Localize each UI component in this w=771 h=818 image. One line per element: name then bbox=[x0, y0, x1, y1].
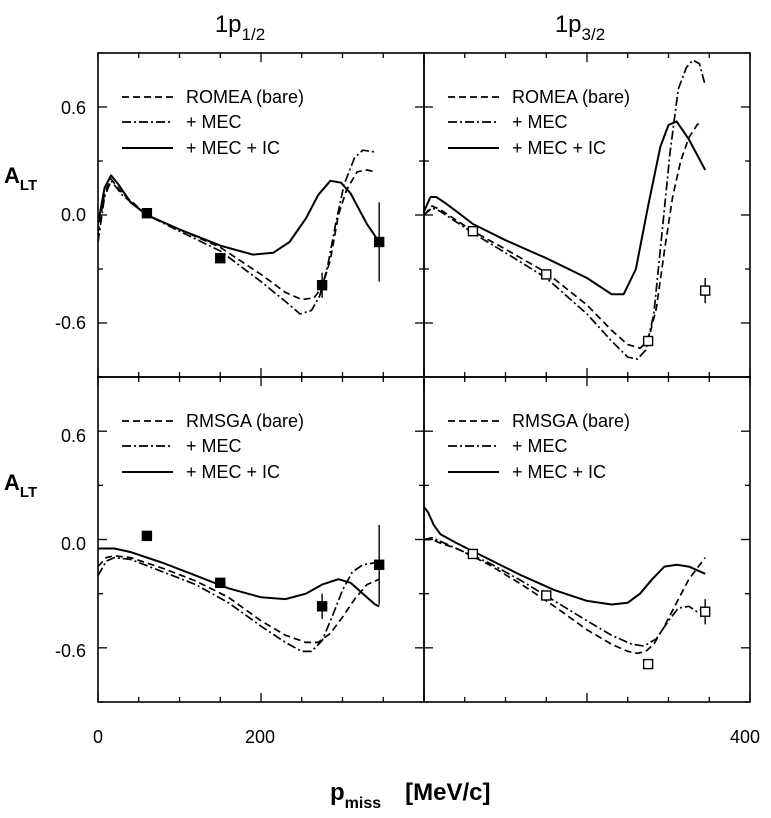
series-line-dashed bbox=[98, 554, 380, 644]
x-axis-label-sub: miss bbox=[345, 795, 382, 812]
legend-label: + MEC bbox=[186, 112, 242, 132]
curves bbox=[424, 59, 707, 360]
y-tick-label-bottom--0.6: -0.6 bbox=[55, 641, 86, 661]
series-line-dashed bbox=[424, 120, 702, 350]
x-axis-label-unit: [MeV/c] bbox=[405, 779, 490, 806]
data-point bbox=[699, 285, 711, 296]
data-point bbox=[215, 577, 226, 589]
y-tick-label-top--0.6: -0.6 bbox=[55, 313, 86, 333]
column-title-sub: 3/2 bbox=[582, 25, 606, 44]
y-axis-label-sub: LT bbox=[20, 484, 37, 501]
x-axis-label-main: p bbox=[330, 779, 345, 806]
y-axis-label-main: A bbox=[4, 470, 20, 495]
data-point bbox=[541, 590, 552, 601]
x-axis-label: pmiss [MeV/c] bbox=[330, 779, 491, 812]
x-tick-label-0: 0 bbox=[93, 727, 103, 747]
series-line-dashdot bbox=[424, 536, 706, 647]
legend-label: + MEC + IC bbox=[186, 462, 280, 482]
x-tick-label-200: 200 bbox=[245, 727, 275, 747]
panel-1p32-romea: ROMEA (bare) + MEC + MEC + IC bbox=[423, 52, 751, 378]
panel-1p12-rmsga: RMSGA (bare) + MEC + MEC + IC bbox=[97, 376, 425, 703]
data-point bbox=[316, 280, 328, 291]
curves bbox=[424, 506, 706, 655]
data-point bbox=[467, 548, 479, 560]
series-line-dashdot bbox=[98, 149, 376, 315]
column-title-main: 1p bbox=[215, 11, 242, 38]
data-point bbox=[642, 335, 654, 347]
y-tick-label-top-0.0: 0.0 bbox=[61, 205, 86, 225]
legend-label: ROMEA (bare) bbox=[186, 87, 304, 107]
legend-label: ROMEA (bare) bbox=[512, 87, 630, 107]
series-line-dashdot bbox=[98, 556, 380, 653]
y-tick-label-bottom-0.6: 0.6 bbox=[61, 426, 86, 446]
legend-label: + MEC + IC bbox=[512, 462, 606, 482]
legend-label: RMSGA (bare) bbox=[512, 411, 630, 431]
y-tick-label-top-0.6: 0.6 bbox=[61, 98, 86, 118]
x-tick-label-400: 400 bbox=[730, 727, 760, 747]
legend-label: + MEC bbox=[512, 436, 568, 456]
column-title-main: 1p bbox=[555, 11, 582, 38]
data-point bbox=[699, 606, 711, 617]
data-point bbox=[467, 225, 479, 237]
legend-label: + MEC bbox=[512, 112, 568, 132]
legend-label: + MEC bbox=[186, 436, 242, 456]
series-line-dashdot bbox=[424, 59, 707, 360]
y-axis-label-bottom: ALT bbox=[4, 470, 37, 501]
column-title-1p12: 1p1/2 bbox=[215, 11, 265, 44]
column-title-1p32: 1p3/2 bbox=[555, 11, 605, 44]
y-tick-label-bottom-0.0: 0.0 bbox=[61, 534, 86, 554]
data-point bbox=[215, 252, 226, 264]
legend-label: + MEC + IC bbox=[186, 138, 280, 158]
data-point bbox=[141, 530, 153, 542]
panel-1p12-romea: ROMEA (bare) + MEC + MEC + IC bbox=[97, 52, 425, 378]
curves bbox=[98, 547, 380, 653]
legend-label: + MEC + IC bbox=[512, 138, 606, 158]
data-point bbox=[141, 207, 153, 219]
panel-1p32-rmsga: RMSGA (bare) + MEC + MEC + IC bbox=[423, 376, 751, 703]
y-axis-label-main: A bbox=[4, 163, 20, 188]
data-point bbox=[373, 236, 385, 248]
data-point bbox=[316, 601, 328, 612]
series-line-solid bbox=[424, 120, 707, 296]
data-point bbox=[541, 269, 552, 280]
column-title-sub: 1/2 bbox=[242, 25, 266, 44]
y-axis-label-sub: LT bbox=[20, 177, 37, 194]
legend-label: RMSGA (bare) bbox=[186, 411, 304, 431]
series-line-dashed bbox=[424, 538, 706, 655]
data-point bbox=[642, 658, 654, 670]
series-line-dashed bbox=[98, 169, 376, 301]
series-line-solid bbox=[424, 506, 706, 606]
y-axis-label-top: ALT bbox=[4, 163, 37, 194]
series-line-solid bbox=[98, 547, 380, 608]
data-point bbox=[373, 559, 385, 570]
series-line-solid bbox=[98, 174, 381, 256]
curves bbox=[98, 149, 381, 315]
